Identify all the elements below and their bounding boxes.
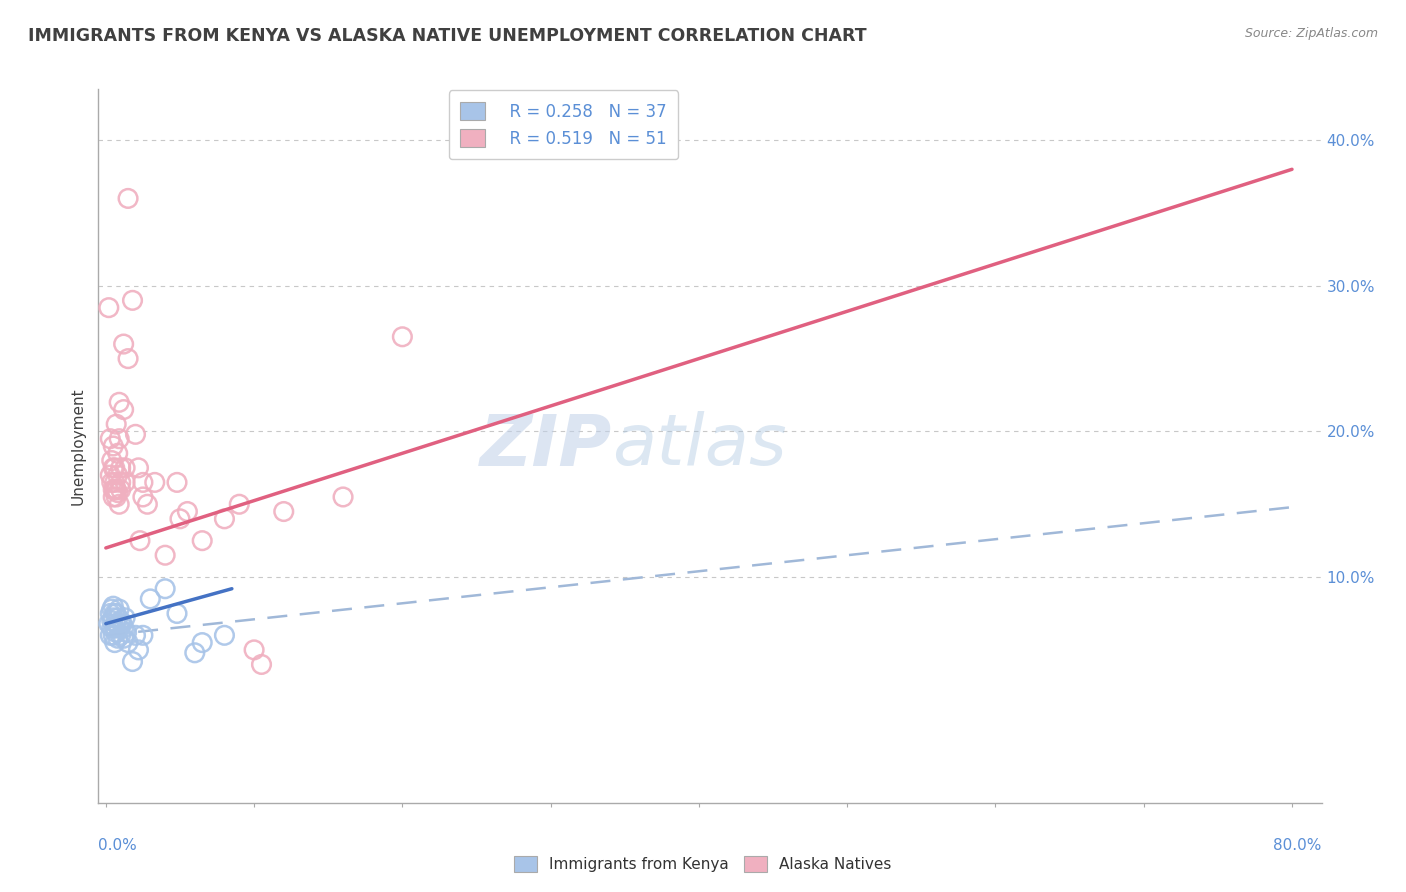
Point	[112, 632, 135, 646]
Point	[98, 468, 121, 483]
Point	[108, 395, 131, 409]
Point	[166, 475, 188, 490]
Text: atlas: atlas	[612, 411, 787, 481]
Point	[105, 616, 128, 631]
Text: 80.0%: 80.0%	[1274, 838, 1322, 854]
Point	[100, 453, 122, 467]
Point	[191, 635, 214, 649]
Point	[243, 643, 266, 657]
Point	[105, 483, 128, 497]
Point	[108, 602, 131, 616]
Point	[111, 616, 134, 631]
Point	[110, 475, 132, 490]
Point	[228, 497, 250, 511]
Point	[108, 497, 131, 511]
Point	[191, 533, 214, 548]
Point	[103, 490, 125, 504]
Point	[104, 460, 127, 475]
Point	[104, 621, 127, 635]
Point	[169, 512, 191, 526]
Point	[103, 611, 125, 625]
Point	[105, 490, 128, 504]
Point	[98, 432, 121, 446]
Point	[127, 643, 149, 657]
Text: ZIP: ZIP	[479, 411, 612, 481]
Point	[121, 293, 143, 308]
Point	[105, 417, 128, 432]
Point	[107, 468, 129, 483]
Point	[104, 635, 127, 649]
Point	[391, 330, 413, 344]
Legend: Immigrants from Kenya, Alaska Natives: Immigrants from Kenya, Alaska Natives	[506, 848, 900, 880]
Point	[108, 432, 131, 446]
Point	[100, 475, 122, 490]
Point	[104, 483, 127, 497]
Point	[214, 512, 236, 526]
Point	[129, 533, 152, 548]
Point	[107, 611, 129, 625]
Point	[105, 607, 128, 621]
Point	[108, 621, 131, 635]
Point	[153, 548, 176, 562]
Point	[97, 301, 120, 315]
Point	[110, 614, 132, 628]
Point	[107, 485, 129, 500]
Point	[110, 628, 132, 642]
Point	[143, 475, 166, 490]
Point	[114, 475, 136, 490]
Point	[132, 490, 155, 504]
Legend:   R = 0.258   N = 37,   R = 0.519   N = 51: R = 0.258 N = 37, R = 0.519 N = 51	[449, 90, 678, 160]
Point	[139, 591, 162, 606]
Point	[214, 628, 236, 642]
Point	[103, 599, 125, 614]
Point	[100, 602, 122, 616]
Point	[184, 646, 207, 660]
Point	[103, 628, 125, 642]
Point	[273, 504, 295, 518]
Point	[104, 607, 127, 621]
Point	[132, 475, 155, 490]
Point	[105, 625, 128, 640]
Point	[250, 657, 273, 672]
Point	[100, 614, 122, 628]
Point	[107, 632, 129, 646]
Text: IMMIGRANTS FROM KENYA VS ALASKA NATIVE UNEMPLOYMENT CORRELATION CHART: IMMIGRANTS FROM KENYA VS ALASKA NATIVE U…	[28, 27, 866, 45]
Point	[176, 504, 198, 518]
Point	[124, 427, 146, 442]
Point	[98, 628, 121, 642]
Point	[115, 625, 138, 640]
Point	[114, 611, 136, 625]
Point	[104, 475, 127, 490]
Text: Source: ZipAtlas.com: Source: ZipAtlas.com	[1244, 27, 1378, 40]
Point	[110, 483, 132, 497]
Point	[97, 616, 120, 631]
Point	[127, 460, 149, 475]
Point	[103, 439, 125, 453]
Point	[112, 402, 135, 417]
Point	[107, 446, 129, 460]
Point	[105, 483, 128, 497]
Point	[112, 621, 135, 635]
Y-axis label: Unemployment: Unemployment	[70, 387, 86, 505]
Point	[153, 582, 176, 596]
Point	[332, 490, 354, 504]
Point	[114, 460, 136, 475]
Point	[117, 191, 139, 205]
Point	[103, 483, 125, 497]
Point	[136, 497, 159, 511]
Point	[117, 635, 139, 649]
Point	[100, 621, 122, 635]
Point	[124, 628, 146, 642]
Point	[103, 460, 125, 475]
Point	[121, 655, 143, 669]
Point	[110, 460, 132, 475]
Point	[166, 607, 188, 621]
Point	[112, 337, 135, 351]
Point	[132, 628, 155, 642]
Point	[98, 607, 121, 621]
Text: 0.0%: 0.0%	[98, 838, 138, 854]
Point	[117, 351, 139, 366]
